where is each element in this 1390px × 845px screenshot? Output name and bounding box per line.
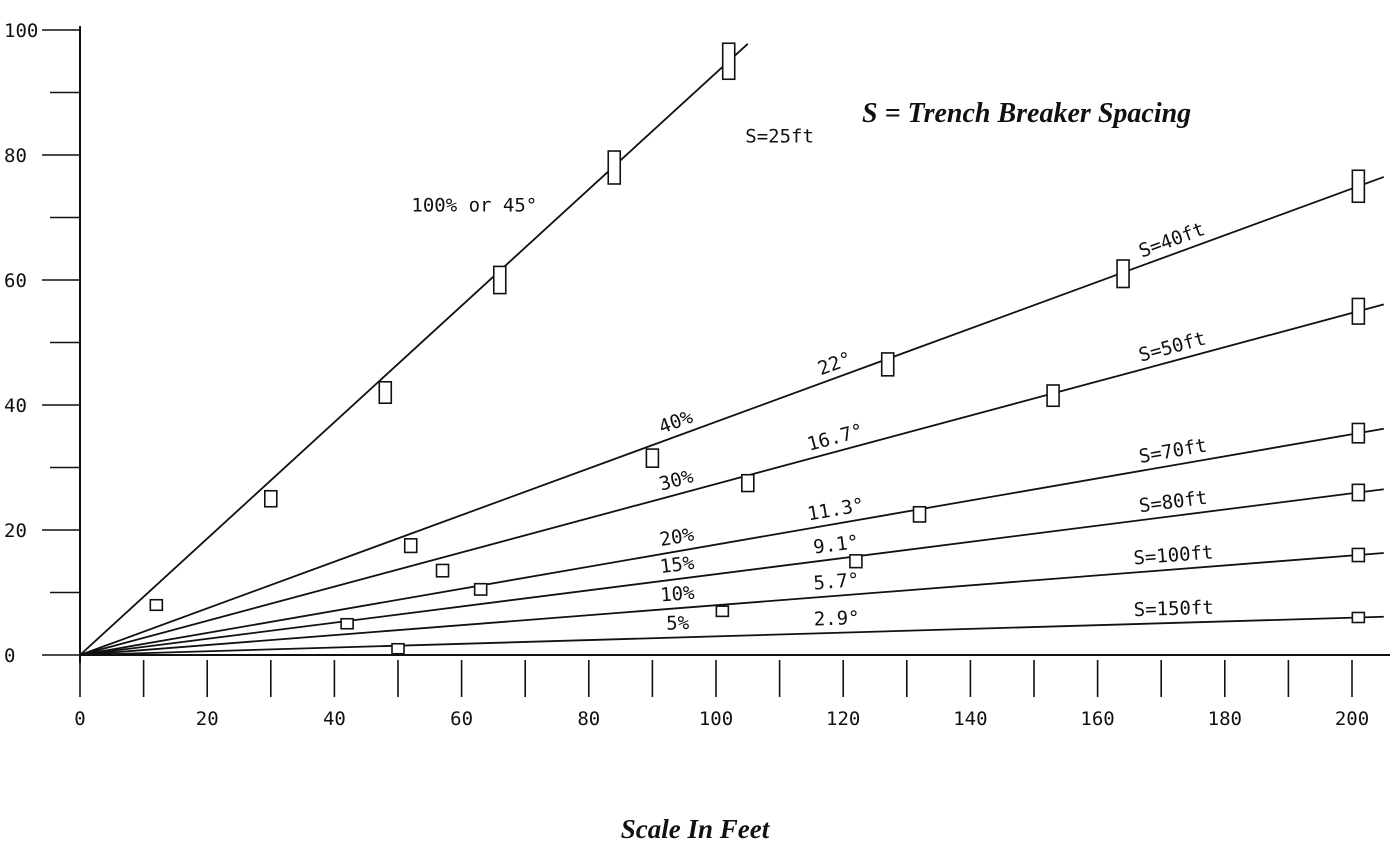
y-tick-label: 80 [4,145,27,167]
x-tick-label: 140 [953,708,987,730]
data-marker [340,617,354,630]
data-marker [1351,547,1366,563]
data-marker [1351,611,1366,624]
data-marker [391,642,405,655]
y-tick-label: 100 [4,20,38,42]
series-label: 2.9° [813,607,859,630]
data-marker [473,582,488,596]
series-label: S=70ft [1137,435,1208,468]
series-line-2 [79,303,1385,656]
data-marker [715,605,730,618]
x-axis-label: Scale In Feet [621,814,771,844]
data-marker [1351,422,1366,444]
series-line-0 [79,43,749,656]
data-marker [1351,297,1366,325]
series-line-6 [79,615,1384,656]
series-label: S=150ft [1133,597,1214,621]
x-tick-label: 120 [826,708,860,730]
data-marker [645,448,660,468]
series-label: 5.7° [813,569,860,595]
x-tick-label: 80 [577,708,600,730]
data-marker [492,265,507,295]
data-marker [1351,483,1366,502]
series-line-4 [79,488,1384,656]
series-label: 10% [659,582,695,607]
series-label: 40% [656,406,696,439]
x-tick-label: 60 [450,708,473,730]
series-label: 20% [658,523,696,551]
y-tick-label: 60 [4,270,27,292]
axes: 0 20 40 60 80 100 120 140 160 180 200 0 20 40 60 80 100 [4,20,1390,730]
data-marker [149,598,164,612]
series-line-3 [79,427,1384,656]
series-label: 100% or 45° [411,194,537,216]
series-label: 16.7° [805,420,866,456]
data-marker [880,352,895,377]
series-label: S=25ft [745,126,814,148]
data-marker [740,473,755,493]
data-marker [435,563,450,578]
series-label: 22° [815,348,855,380]
series-label: S=40ft [1136,218,1208,262]
data-marker [912,505,927,523]
data-marker [1116,259,1130,289]
series-label: 15% [659,552,696,578]
x-tick-label: 160 [1080,708,1114,730]
data-marker [849,554,863,569]
data-markers [149,42,1366,655]
y-tick-label: 0 [4,645,15,667]
data-marker [607,150,622,185]
series-line-5 [79,552,1384,656]
data-marker [1351,169,1366,204]
x-tick-label: 0 [74,708,85,730]
data-marker [263,489,278,508]
x-tick-label: 20 [196,708,219,730]
data-marker [403,538,418,554]
x-tick-label: 40 [323,708,346,730]
series-lines [79,43,1385,656]
series-label: S=100ft [1133,541,1215,569]
x-tick-label: 200 [1335,708,1369,730]
data-marker [721,42,736,81]
x-tick-label: 100 [699,708,733,730]
chart-title: S = Trench Breaker Spacing [862,98,1191,129]
series-label: 5% [666,612,690,635]
y-tick-label: 40 [4,395,27,417]
x-tick-label: 180 [1208,708,1242,730]
data-marker [378,380,393,405]
data-marker [1046,384,1060,408]
series-line-1 [79,176,1385,656]
y-tick-label: 20 [4,520,27,542]
